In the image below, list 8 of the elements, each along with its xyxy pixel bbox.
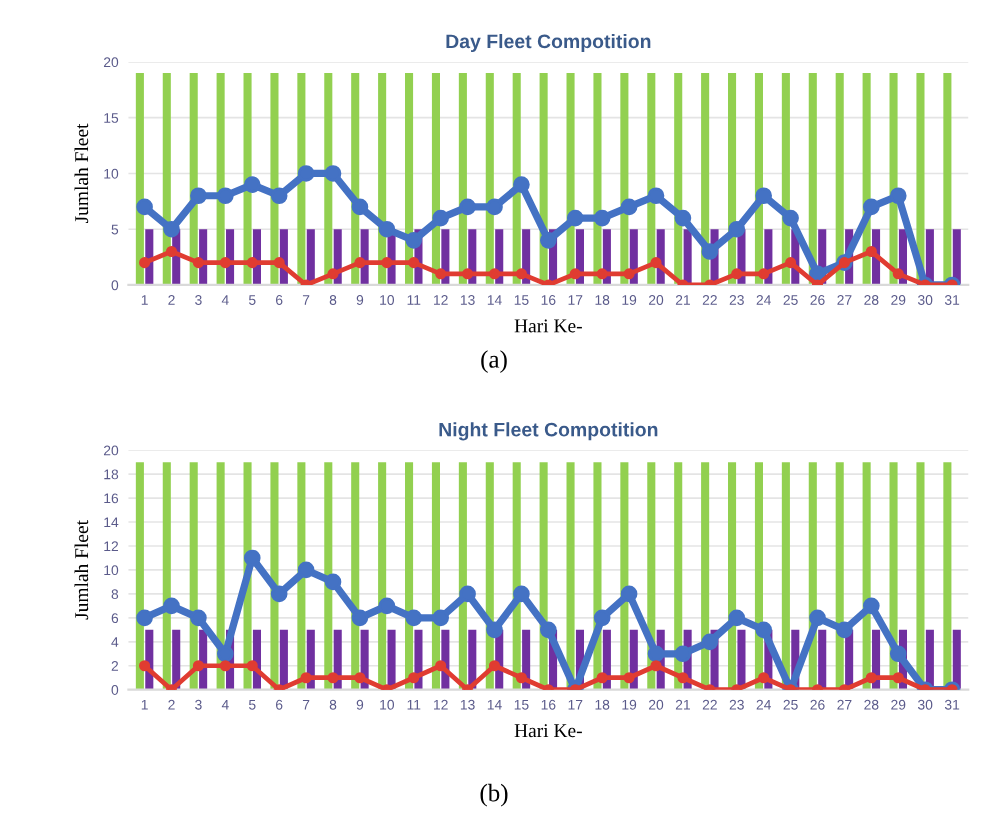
x-axis-title: Hari Ke- — [514, 724, 582, 738]
x-axis-title: Hari Ke- — [514, 319, 582, 333]
chart-title: Night Fleet Compotition — [439, 422, 658, 441]
y-axis-title: Jumlah Fleet — [74, 520, 89, 620]
chart-title: Day Fleet Compotition — [446, 33, 651, 53]
y-axis-title: Jumlah Fleet — [74, 123, 89, 224]
text: (a) — [481, 350, 507, 373]
text: (b) — [480, 783, 508, 807]
